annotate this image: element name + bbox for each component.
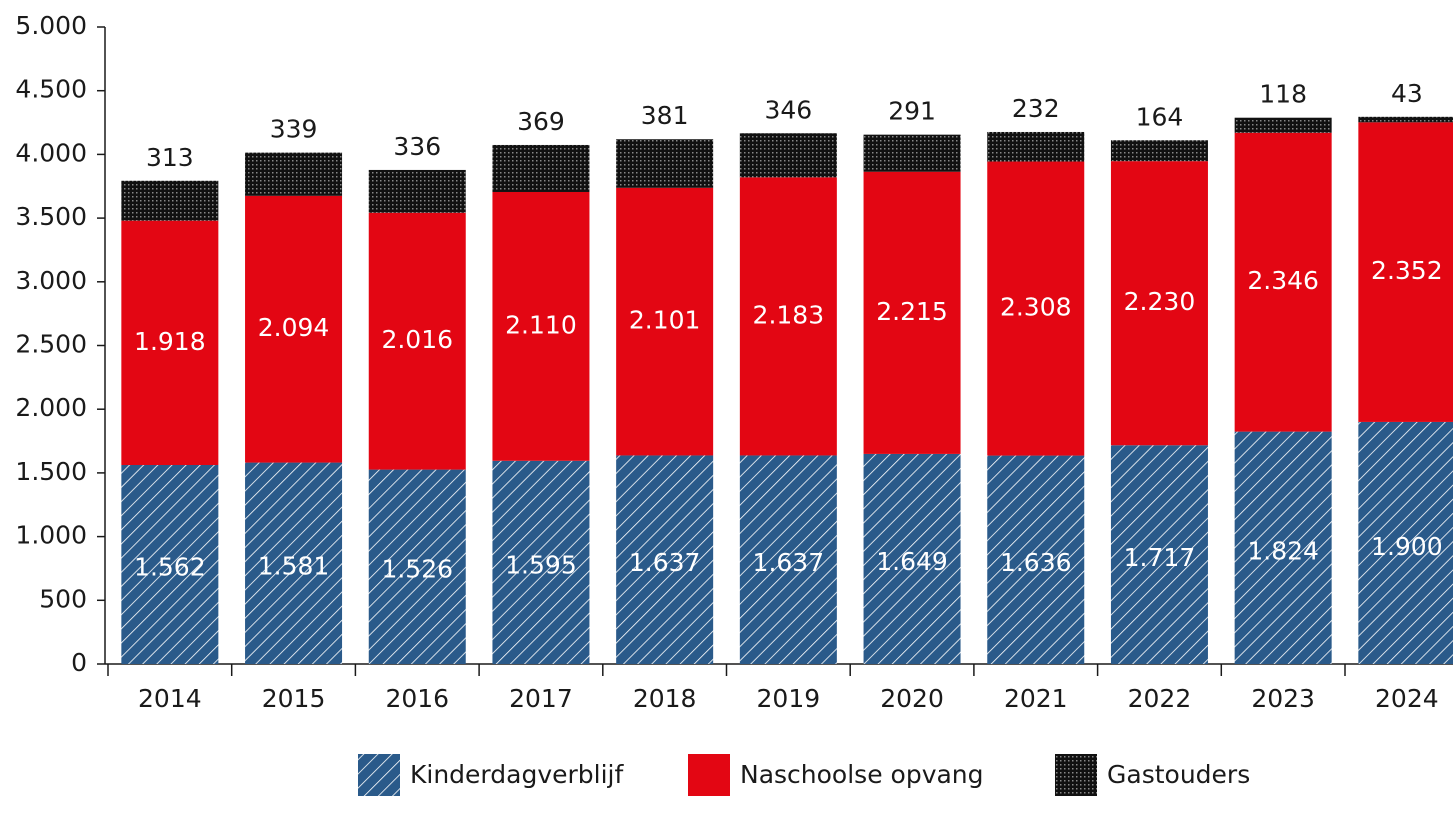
data-label: 2.346: [1247, 266, 1319, 295]
data-label: 1.526: [381, 555, 453, 584]
data-label: 1.637: [753, 548, 825, 577]
x-tick-label: 2016: [385, 684, 449, 713]
data-label: 2.183: [753, 300, 825, 329]
bar-segment: [616, 455, 714, 664]
data-label: 336: [393, 132, 441, 161]
y-tick-label: 3.000: [15, 266, 87, 295]
bar-segment: [121, 465, 219, 664]
bar-segment: [863, 453, 961, 664]
data-label: 381: [641, 101, 689, 130]
y-tick-label: 2.500: [15, 330, 87, 359]
x-tick-label: 2022: [1128, 684, 1192, 713]
data-label: 1.637: [629, 548, 701, 577]
data-label: 1.581: [258, 551, 330, 580]
legend-label: Naschoolse opvang: [740, 760, 984, 789]
bar-segment: [987, 455, 1085, 664]
x-tick-label: 2021: [1004, 684, 1068, 713]
y-tick-label: 5.000: [15, 11, 87, 40]
data-label: 2.308: [1000, 293, 1072, 322]
y-tick-label: 4.000: [15, 138, 87, 167]
bar-segment: [1110, 161, 1208, 446]
y-tick-label: 1.500: [15, 457, 87, 486]
bar-segment: [1110, 140, 1208, 162]
data-label: 1.918: [134, 327, 206, 356]
data-label: 1.649: [876, 547, 948, 576]
bar-segment: [1110, 445, 1208, 664]
data-label: 346: [764, 95, 812, 124]
data-label: 1.824: [1247, 536, 1319, 565]
data-label: 2.094: [258, 313, 330, 342]
bar-segment: [987, 161, 1085, 456]
bar-segment: [1234, 117, 1332, 133]
legend-label: Gastouders: [1107, 760, 1250, 789]
data-label: 2.016: [381, 325, 453, 354]
data-label: 2.230: [1124, 287, 1196, 316]
bar-segment: [245, 152, 343, 196]
bar-segment: [739, 133, 837, 178]
data-label: 2.110: [505, 310, 577, 339]
bar-segment: [863, 134, 961, 172]
bar-segment: [987, 131, 1085, 162]
bar-segment: [121, 220, 219, 466]
data-label: 43: [1391, 79, 1423, 108]
x-tick-label: 2024: [1375, 684, 1439, 713]
bar-segment: [492, 460, 590, 664]
x-tick-label: 2014: [138, 684, 202, 713]
bar-segment: [863, 171, 961, 454]
y-tick-label: 3.500: [15, 202, 87, 231]
legend-label: Kinderdagverblijf: [410, 760, 624, 789]
bar-segment: [616, 187, 714, 456]
y-tick-label: 2.000: [15, 393, 87, 422]
bar-segment: [121, 180, 219, 221]
bar-segment: [368, 469, 466, 664]
bar-segment: [368, 169, 466, 213]
legend-swatch: [1055, 754, 1097, 796]
data-label: 1.636: [1000, 548, 1072, 577]
bar-segment: [1358, 122, 1453, 422]
bar-segment: [739, 455, 837, 664]
bar-segment: [1234, 431, 1332, 664]
x-tick-label: 2023: [1251, 684, 1315, 713]
bar-segment: [245, 195, 343, 463]
bar-segment: [1358, 421, 1453, 664]
data-label: 1.717: [1124, 543, 1196, 572]
data-label: 118: [1259, 80, 1307, 109]
data-label: 2.101: [629, 306, 701, 335]
x-tick-label: 2019: [757, 684, 821, 713]
y-tick-label: 500: [39, 584, 87, 613]
y-tick-label: 0: [71, 648, 87, 677]
y-tick-label: 4.500: [15, 75, 87, 104]
data-label: 1.900: [1371, 532, 1443, 561]
bar-segment: [616, 139, 714, 188]
data-label: 2.352: [1371, 256, 1443, 285]
data-label: 291: [888, 97, 936, 126]
bar-segment: [1234, 132, 1332, 432]
bar-segment: [492, 144, 590, 192]
legend-swatch: [688, 754, 730, 796]
legend-swatch: [358, 754, 400, 796]
bar-segment: [739, 177, 837, 456]
bar-segment: [245, 462, 343, 664]
bar-segment: [492, 191, 590, 461]
x-tick-label: 2017: [509, 684, 573, 713]
x-tick-label: 2020: [880, 684, 944, 713]
data-label: 232: [1012, 94, 1060, 123]
data-label: 1.595: [505, 550, 577, 579]
data-label: 369: [517, 107, 565, 136]
bar-segment: [1358, 116, 1453, 123]
x-tick-label: 2018: [633, 684, 697, 713]
data-label: 339: [270, 115, 318, 144]
data-label: 1.562: [134, 552, 206, 581]
data-label: 313: [146, 143, 194, 172]
bar-segment: [368, 212, 466, 470]
data-label: 2.215: [876, 297, 948, 326]
y-tick-label: 1.000: [15, 521, 87, 550]
x-tick-label: 2015: [262, 684, 326, 713]
data-label: 164: [1136, 102, 1184, 131]
